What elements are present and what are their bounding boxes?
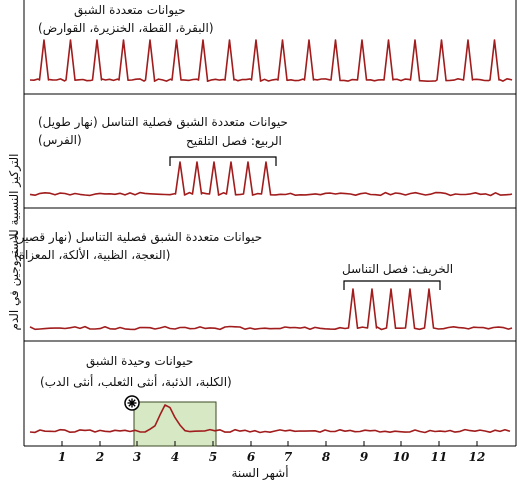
x-axis-ticks	[61, 441, 478, 446]
panel2-examples: (الفرس)	[38, 133, 82, 147]
month-tick-label: 3	[132, 450, 142, 464]
panel3-title: حيوانات متعددة الشبق فصلية التناسل (نهار…	[14, 230, 263, 244]
month-tick-label: 11	[430, 450, 448, 464]
panel1-title: حيوانات متعددة الشبق	[74, 3, 186, 17]
x-axis-label: أشهر السنة	[231, 466, 289, 480]
panel2-title: حيوانات متعددة الشبق فصلية التناسل (نهار…	[38, 115, 288, 129]
month-tick-label: 10	[392, 450, 410, 464]
month-tick-label: 1	[57, 450, 67, 464]
month-tick-label: 7	[283, 450, 293, 464]
month-tick-label: 8	[321, 450, 331, 464]
breeding-period-box	[133, 401, 217, 447]
month-tick-label: 2	[95, 450, 105, 464]
trace-polyestrous	[29, 39, 513, 82]
autumn-bracket	[343, 280, 441, 290]
panel4-examples: (الكلبة، الذئبة، أنثى الثعلب، أنثى الدب)	[40, 375, 232, 389]
panel3-examples: (النعجة، الظبية، الألكة، المعزاة)	[14, 248, 171, 262]
month-tick-label: 5	[208, 450, 218, 464]
panel4-title: حيوانات وحيدة الشبق	[86, 354, 194, 368]
asterisk-circle-icon	[124, 395, 140, 411]
month-tick-label: 6	[246, 450, 256, 464]
trace-long-day	[29, 161, 513, 197]
trace-monoestrous	[29, 404, 511, 434]
panel1-examples: (البقرة، القطة، الخنزيرة، القوارض)	[38, 21, 214, 35]
panel3-season-label: الخريف: فصل التناسل	[342, 262, 454, 276]
month-tick-label: 4	[170, 450, 180, 464]
panel2-season-label: الربيع: فصل التلقيح	[186, 134, 282, 148]
month-tick-label: 12	[468, 450, 486, 464]
month-tick-label: 9	[359, 450, 369, 464]
trace-short-day	[29, 288, 513, 331]
spring-bracket	[169, 156, 277, 166]
